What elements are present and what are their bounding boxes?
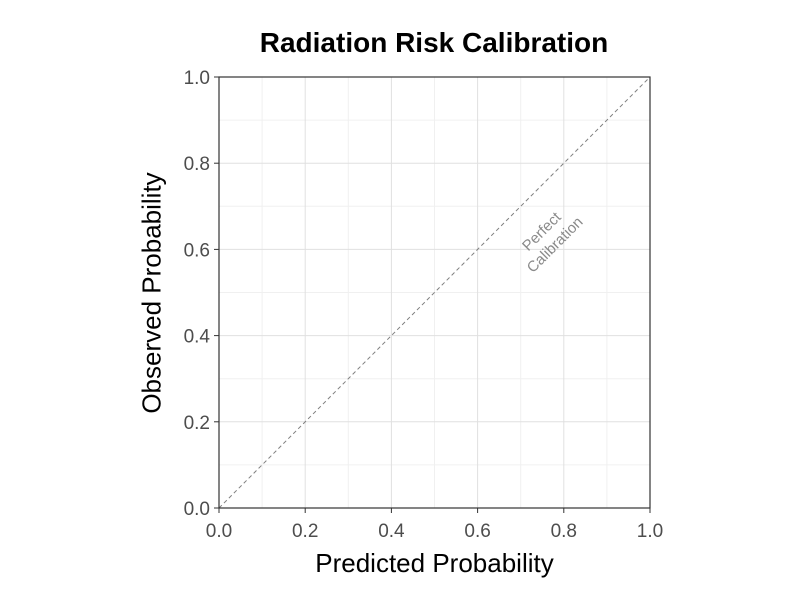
y-tick-label: 0.4 xyxy=(184,327,211,348)
perfect-calibration-line xyxy=(218,76,651,509)
x-tick-label: 0.0 xyxy=(206,521,232,542)
x-tick-label: 0.6 xyxy=(464,521,490,542)
y-tick-label: 0.8 xyxy=(184,154,210,175)
y-tick-label: 0.6 xyxy=(184,240,210,261)
x-axis-label: Predicted Probability xyxy=(315,548,554,578)
chart-title: Radiation Risk Calibration xyxy=(259,27,609,58)
x-tick-label: 0.2 xyxy=(292,521,318,542)
x-tick-label: 0.4 xyxy=(378,521,405,542)
x-tick-label: 1.0 xyxy=(637,521,663,542)
y-tick-label: 0.0 xyxy=(184,499,210,520)
plot-border xyxy=(218,76,651,509)
y-tick-label: 0.2 xyxy=(184,413,210,434)
y-axis-label: Observed Probability xyxy=(136,172,167,414)
x-tick-label: 0.8 xyxy=(551,521,577,542)
y-tick-label: 1.0 xyxy=(184,68,210,89)
